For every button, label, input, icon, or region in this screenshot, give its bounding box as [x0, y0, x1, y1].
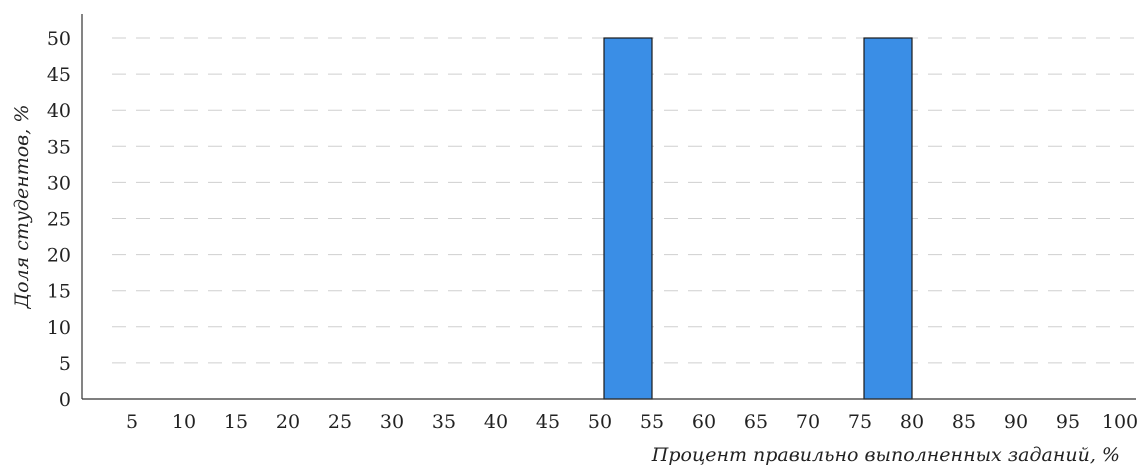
x-tick-label: 80 [900, 411, 924, 433]
y-tick-label: 5 [59, 353, 71, 375]
x-tick-label: 75 [848, 411, 872, 433]
x-tick-label: 10 [172, 411, 196, 433]
x-tick-label: 90 [1004, 411, 1028, 433]
x-axis-title: Процент правильно выполненных заданий, % [651, 444, 1120, 466]
axes [81, 14, 1136, 400]
y-tick-label: 15 [47, 281, 71, 303]
y-tick-label: 45 [47, 64, 71, 86]
y-tick-label: 35 [47, 136, 71, 158]
y-tick-labels: 0 5 10 15 20 25 30 35 40 45 50 [47, 28, 71, 411]
y-tick-label: 0 [59, 389, 71, 411]
x-tick-label: 55 [640, 411, 664, 433]
x-tick-label: 65 [744, 411, 768, 433]
x-tick-label: 100 [1102, 411, 1138, 433]
x-tick-label: 45 [536, 411, 560, 433]
bar-50-55 [603, 37, 653, 400]
y-axis-title: Доля студентов, % [11, 105, 33, 310]
x-tick-label: 30 [380, 411, 404, 433]
y-tick-label: 10 [47, 317, 71, 339]
x-tick-label: 25 [328, 411, 352, 433]
x-tick-label: 85 [952, 411, 976, 433]
x-tick-label: 60 [692, 411, 716, 433]
x-tick-label: 5 [126, 411, 138, 433]
x-tick-label: 95 [1056, 411, 1080, 433]
x-tick-label: 35 [432, 411, 456, 433]
bars [603, 37, 913, 400]
x-tick-label: 50 [588, 411, 612, 433]
bar-75-80 [863, 37, 913, 400]
y-tick-label: 30 [47, 172, 71, 194]
x-tick-label: 40 [484, 411, 508, 433]
y-tick-label: 50 [47, 28, 71, 50]
y-tick-label: 20 [47, 245, 71, 267]
x-tick-label: 15 [224, 411, 248, 433]
x-tick-label: 20 [276, 411, 300, 433]
y-tick-label: 25 [47, 209, 71, 231]
y-tick-label: 40 [47, 100, 71, 122]
x-tick-label: 70 [796, 411, 820, 433]
x-tick-labels: 5 10 15 20 25 30 35 40 45 50 55 60 65 70 75 80 85 90 95 100 [126, 411, 1138, 433]
